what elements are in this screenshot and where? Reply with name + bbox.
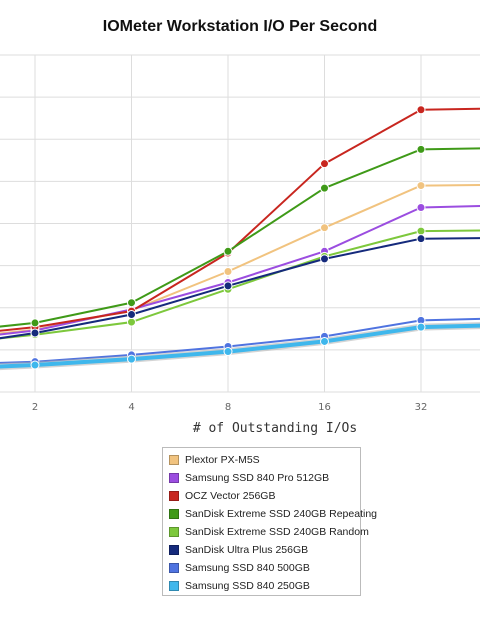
data-point <box>416 105 426 115</box>
data-point <box>223 246 233 256</box>
chart-title: IOMeter Workstation I/O Per Second <box>102 18 378 35</box>
data-point <box>30 318 40 328</box>
legend-swatch <box>169 509 179 519</box>
series-line <box>0 107 480 332</box>
legend-label: SanDisk Extreme SSD 240GB Random <box>185 526 369 538</box>
legend-swatch <box>169 581 179 591</box>
data-point <box>223 281 233 291</box>
x-tick-label: 16 <box>318 402 331 413</box>
series-line <box>0 147 480 328</box>
grid <box>0 54 480 393</box>
legend-label: Plextor PX-M5S <box>185 454 260 466</box>
legend-swatch <box>169 527 179 537</box>
x-tick-labels: 2 4 8 16 32 <box>32 402 428 413</box>
legend-swatch <box>169 473 179 483</box>
data-point <box>320 159 329 169</box>
legend-swatch <box>169 545 179 555</box>
series-line <box>0 184 480 335</box>
data-point <box>320 254 329 264</box>
data-point <box>127 298 136 308</box>
data-point <box>127 317 136 327</box>
data-point <box>320 336 329 346</box>
data-point <box>416 181 426 191</box>
x-tick-label: 32 <box>415 402 428 413</box>
data-point <box>416 202 426 212</box>
legend-item: SanDisk Extreme SSD 240GB Random <box>169 523 369 541</box>
legend-item: Samsung SSD 840 Pro 512GB <box>169 469 354 487</box>
legend-label: SanDisk Ultra Plus 256GB <box>185 544 309 556</box>
legend-swatch <box>169 563 179 573</box>
legend: Plextor PX-M5S Samsung SSD 840 Pro 512GB O… <box>162 447 377 596</box>
line-chart: 2 4 8 16 32 # of Outstanding I/Os <box>0 54 480 436</box>
data-point <box>416 144 426 154</box>
data-point <box>30 360 40 370</box>
legend-item: Plextor PX-M5S <box>169 451 354 469</box>
data-point <box>320 223 329 233</box>
legend-item: OCZ Vector 256GB <box>169 487 354 505</box>
data-point <box>320 183 329 193</box>
x-tick-label: 4 <box>128 402 134 413</box>
data-point <box>416 322 426 332</box>
legend-swatch <box>169 455 179 465</box>
x-tick-label: 8 <box>225 402 231 413</box>
legend-item: SanDisk Extreme SSD 240GB Repeating <box>169 505 377 523</box>
legend-label: SanDisk Extreme SSD 240GB Repeating <box>185 508 378 520</box>
legend-label: Samsung SSD 840 500GB <box>185 562 310 574</box>
data-point <box>127 309 136 319</box>
legend-label: Samsung SSD 840 250GB <box>185 580 310 592</box>
data-point <box>30 328 40 338</box>
legend-item: Samsung SSD 840 500GB <box>169 559 354 577</box>
data-point <box>127 354 136 364</box>
legend-label: OCZ Vector 256GB <box>185 490 276 502</box>
x-axis-label: # of Outstanding I/Os <box>193 421 357 436</box>
data-point <box>223 267 233 277</box>
x-tick-label: 2 <box>32 402 38 413</box>
legend-item: SanDisk Ultra Plus 256GB <box>169 541 354 559</box>
data-point <box>416 234 426 244</box>
data-point <box>223 347 233 357</box>
data-point <box>416 226 426 236</box>
legend-label: Samsung SSD 840 Pro 512GB <box>185 472 330 484</box>
series-lines <box>0 105 480 371</box>
legend-swatch <box>169 491 179 501</box>
legend-item: Samsung SSD 840 250GB <box>169 577 354 595</box>
